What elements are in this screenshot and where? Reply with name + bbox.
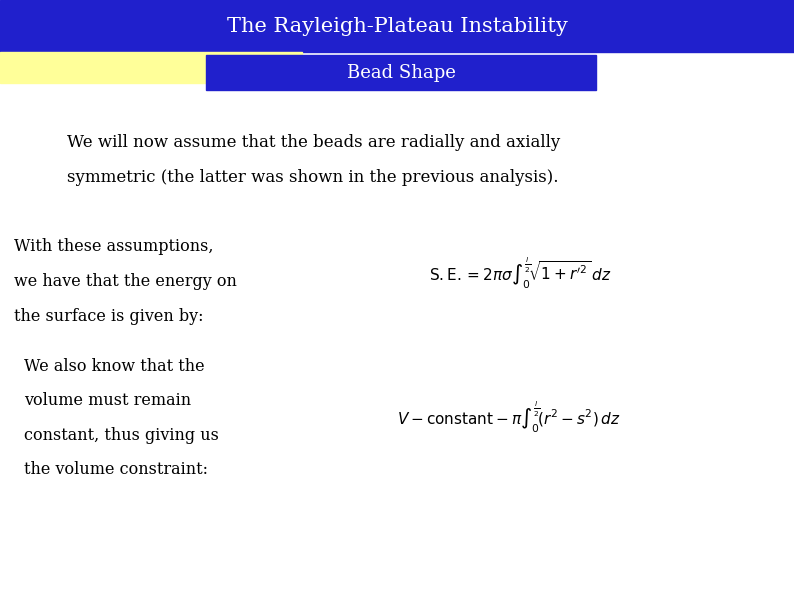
- Text: $\mathrm{S.E.} = 2\pi\sigma\int_0^{\frac{l}{2}}\!\sqrt{1+r'^2}\,dz$: $\mathrm{S.E.} = 2\pi\sigma\int_0^{\frac…: [429, 256, 611, 291]
- Text: Bead Shape: Bead Shape: [346, 64, 456, 82]
- Text: volume must remain: volume must remain: [24, 392, 191, 409]
- Bar: [0, 52, 302, 83]
- Text: constant, thus giving us: constant, thus giving us: [24, 427, 218, 444]
- Text: We will now assume that the beads are radially and axially: We will now assume that the beads are ra…: [67, 134, 561, 151]
- Text: the surface is given by:: the surface is given by:: [14, 308, 204, 325]
- Text: the volume constraint:: the volume constraint:: [24, 461, 208, 479]
- Bar: [0, 0, 794, 52]
- Text: we have that the energy on: we have that the energy on: [14, 273, 237, 290]
- Bar: [206, 55, 596, 90]
- Text: With these assumptions,: With these assumptions,: [14, 238, 214, 256]
- Text: $V - \mathrm{constant} - \pi\int_0^{\frac{l}{2}}\!(r^2 - s^2)\,dz$: $V - \mathrm{constant} - \pi\int_0^{\fra…: [397, 399, 621, 434]
- Text: We also know that the: We also know that the: [24, 358, 204, 375]
- Text: symmetric (the latter was shown in the previous analysis).: symmetric (the latter was shown in the p…: [67, 169, 559, 186]
- Text: The Rayleigh-Plateau Instability: The Rayleigh-Plateau Instability: [226, 17, 568, 36]
